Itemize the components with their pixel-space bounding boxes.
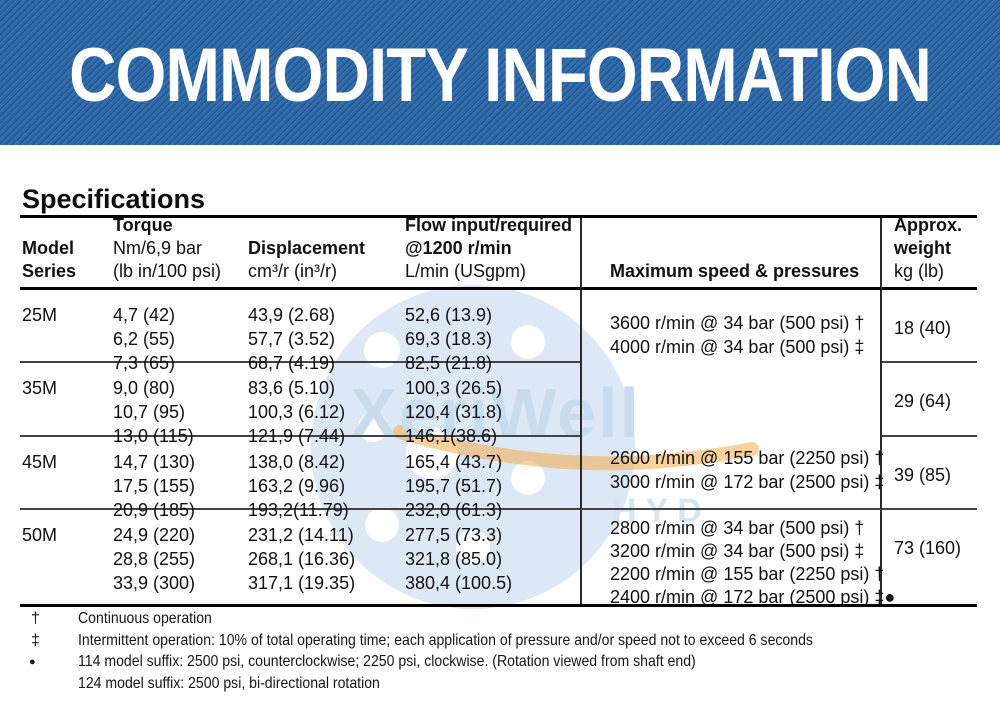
speed-pressures-cell-50m: 2800 r/min @ 34 bar (500 psi) † 3200 r/m… <box>580 510 895 607</box>
table-row-35m-torque: 9,0 (80) 10,7 (95) 13,0 (115) <box>113 363 248 446</box>
col-header-flow: Flow input/required @1200 r/min L/min (U… <box>405 215 580 290</box>
table-row-50m-weight: 73 (160) <box>894 538 962 558</box>
double-dagger-icon: ‡ <box>31 631 40 649</box>
speed-group-45m: 2600 r/min @ 155 bar (2250 psi) † 3000 r… <box>610 448 885 492</box>
table-row-45m-model: 45M <box>20 437 113 510</box>
table-row-25m-torque: 4,7 (42) 6,2 (55) 7,3 (65) <box>113 290 248 373</box>
bullet-icon: ● <box>29 656 36 668</box>
table-row-45m-weight: 39 (85) <box>882 437 977 510</box>
footnote-continuous: † Continuous operation <box>31 610 212 627</box>
col-header-displacement: Displacement cm³/r (in³/r) <box>248 218 405 290</box>
footnote-124-suffix: 124 model suffix: 2500 psi, bi-direction… <box>78 674 380 692</box>
table-row-25m-model: 25M <box>20 290 113 363</box>
table-row-45m-displacement: 138,0 (8.42) 163,2 (9.96) 193,2(11.79) <box>248 437 405 520</box>
table-row-50m-flow: 277,5 (73.3) 321,8 (85.0) 380,4 (100.5) <box>405 525 513 593</box>
table-row-45m-flow: 165,4 (43.7) 195,7 (51.7) 232,0 (61.3) <box>405 437 580 520</box>
table-row-45m-torque: 14,7 (130) 17,5 (155) 20,9 (185) <box>113 437 248 520</box>
table-row-50m-torque: 24,9 (220) 28,8 (255) 33,9 (300) <box>113 525 196 593</box>
table-row-35m-displacement: 83,6 (5.10) 100,3 (6.12) 121,9 (7.44) <box>248 363 405 446</box>
footnotes: † Continuous operation ‡ Intermittent op… <box>0 610 1000 696</box>
dagger-icon: † <box>31 610 40 627</box>
speed-group-25m: 3600 r/min @ 34 bar (500 psi) † 4000 r/m… <box>610 313 865 357</box>
page-banner: COMMODITY INFORMATION <box>0 0 1000 145</box>
page-title: COMMODITY INFORMATION <box>69 33 932 118</box>
col-header-max-speed-pressures: Maximum speed & pressures <box>580 218 882 290</box>
footnote-114-suffix: ● 114 model suffix: 2500 psi, counterclo… <box>29 653 696 670</box>
footnote-intermittent: ‡ Intermittent operation: 10% of total o… <box>31 631 813 649</box>
col-header-approx-weight: Approx. weight kg (lb) <box>882 215 977 290</box>
table-row-25m-flow: 52,6 (13.9) 69,3 (18.3) 82,5 (21.8) <box>405 290 580 373</box>
table-row-25m-weight: 18 (40) <box>882 290 977 363</box>
col-header-model-series: Model Series <box>20 218 113 290</box>
table-row-25m-displacement: 43,9 (2.68) 57,7 (3.52) 68,7 (4.19) <box>248 290 405 373</box>
table-row-35m-flow: 100,3 (26.5) 120,4 (31.8) 146,1(38.6) <box>405 363 580 446</box>
specifications-table: Model Series Torque Nm/6,9 bar (lb in/10… <box>20 215 977 607</box>
section-title: Specifications <box>22 184 206 214</box>
table-row-50m-model: 50M <box>22 525 58 545</box>
table-row-50m-displacement: 231,2 (14.11) 268,1 (16.36) 317,1 (19.35… <box>248 525 356 593</box>
col-header-torque: Torque Nm/6,9 bar (lb in/100 psi) <box>113 215 248 290</box>
speed-pressures-cell-25m-45m: 3600 r/min @ 34 bar (500 psi) † 4000 r/m… <box>580 290 885 510</box>
table-row-35m-model: 35M <box>20 363 113 437</box>
table-row-35m-weight: 29 (64) <box>882 363 977 437</box>
